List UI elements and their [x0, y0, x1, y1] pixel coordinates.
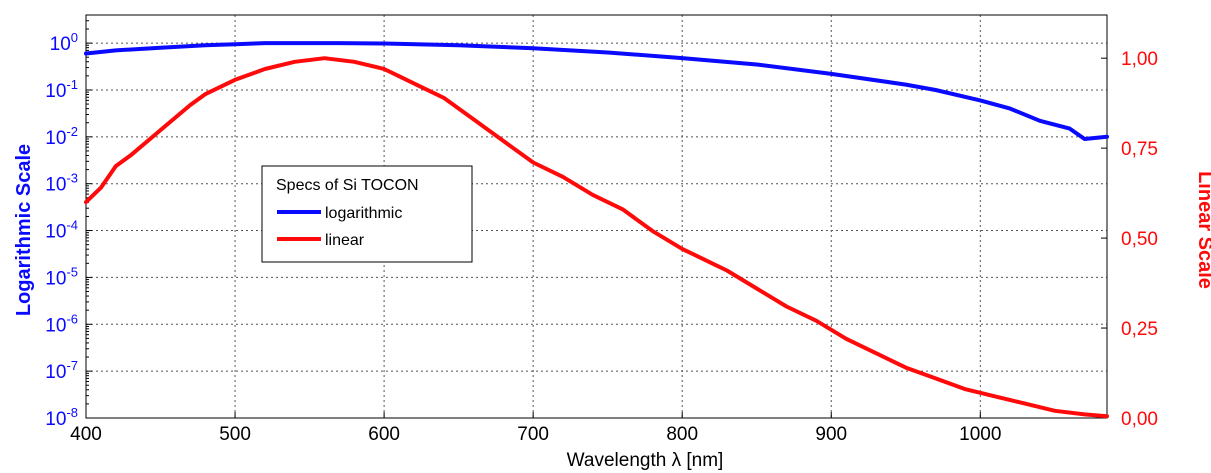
left-y-tick-label: 10-1	[45, 77, 78, 102]
legend: Specs of Si TOCON logarithmic linear	[261, 165, 473, 263]
right-y-tick-label: 0,00	[1121, 409, 1158, 430]
x-tick-label: 600	[368, 424, 400, 445]
x-axis: 400 500 600 700 800 900 1000	[70, 412, 1001, 445]
left-y-tick-label: 10-5	[45, 264, 78, 289]
x-tick-label: 1000	[959, 424, 1001, 445]
left-y-tick-label: 10-4	[45, 218, 78, 243]
series-layer	[84, 41, 1109, 419]
left-y-axis-title: Logarithmic Scale	[13, 144, 35, 316]
legend-label-linear: linear	[325, 232, 365, 249]
x-tick-label: 700	[517, 424, 549, 445]
left-y-tick-label: 10-2	[45, 124, 78, 149]
legend-label-logarithmic: logarithmic	[325, 205, 402, 222]
right-y-tick-label: 0,50	[1121, 229, 1158, 250]
x-tick-label: 900	[815, 424, 847, 445]
right-y-axis: 1,00 0,75 0,50 0,25 0,00	[1101, 49, 1158, 430]
plot-frame	[85, 14, 1108, 419]
right-y-tick-label: 0,25	[1121, 319, 1158, 340]
left-y-tick-label: 10-6	[45, 311, 78, 336]
right-y-tick-label: 0,75	[1121, 139, 1158, 160]
grid-lines	[86, 15, 1107, 418]
left-y-tick-label: 100	[50, 30, 78, 55]
right-y-axis-title: Linear Scale	[1194, 171, 1211, 289]
left-y-tick-label: 10-7	[45, 358, 78, 383]
right-y-tick-label: 1,00	[1121, 49, 1158, 70]
x-tick-label: 500	[219, 424, 251, 445]
series-line-linear	[84, 56, 1109, 419]
series-line-logarithmic	[84, 41, 1109, 141]
x-tick-label: 800	[666, 424, 698, 445]
x-tick-label: 400	[70, 424, 102, 445]
x-axis-title: Wavelength λ [nm]	[567, 450, 724, 471]
left-y-tick-label: 10-3	[45, 171, 78, 196]
legend-title: Specs of Si TOCON	[276, 177, 419, 194]
